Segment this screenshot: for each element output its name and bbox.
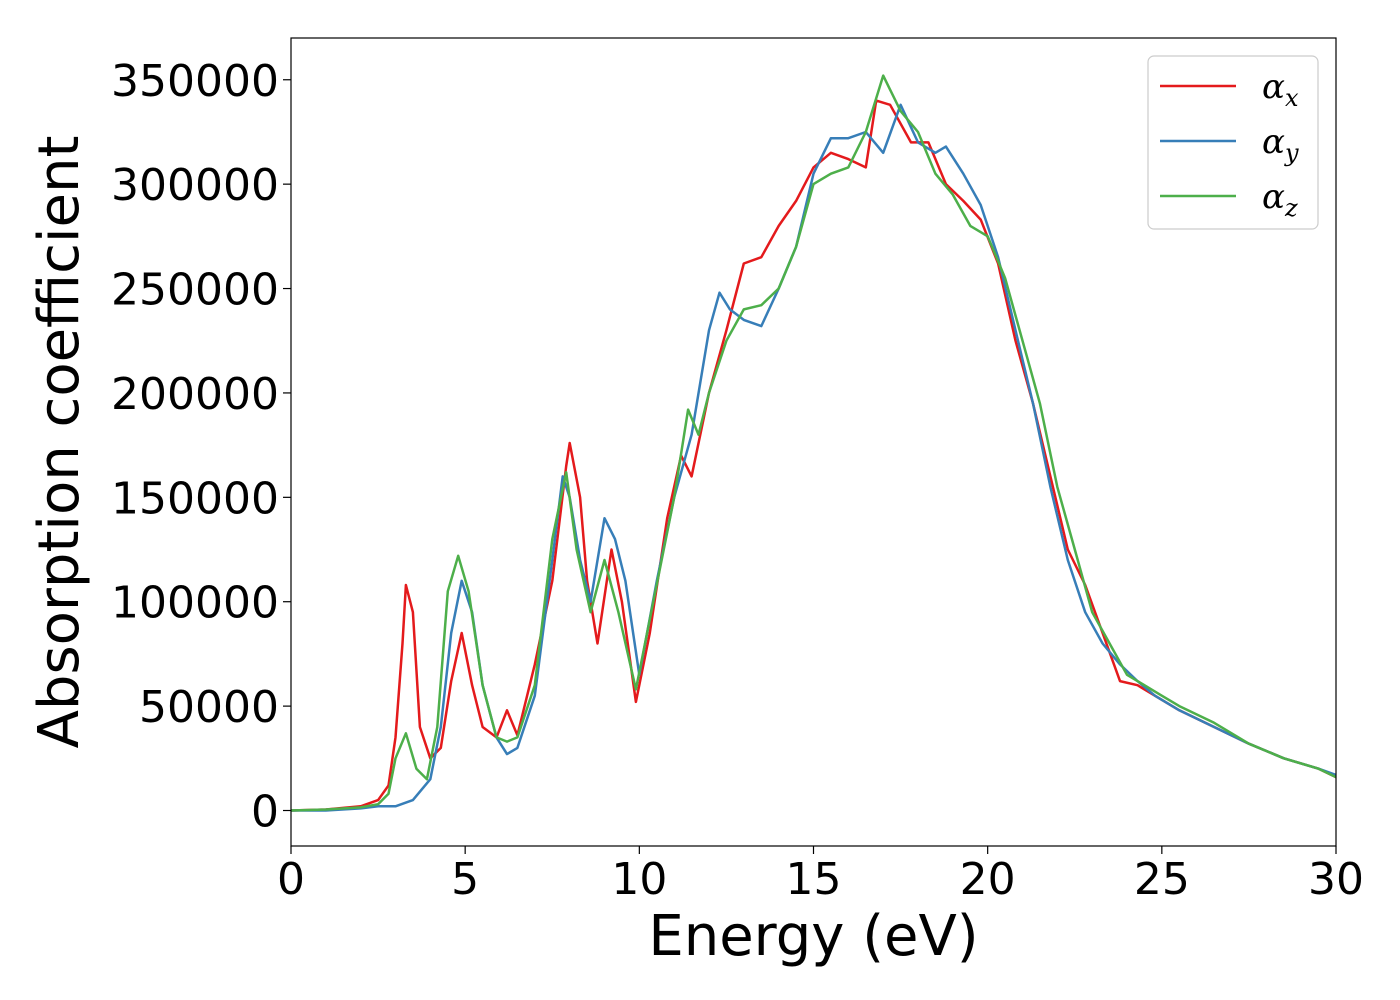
legend-label-z: αz (1262, 177, 1298, 222)
x-tick-label: 25 (1134, 854, 1190, 905)
x-tick-label: 10 (611, 854, 667, 905)
series-line-x (291, 99, 1336, 812)
x-tick-label: 20 (960, 854, 1016, 905)
x-axis-ticks: 0 5 10 15 20 25 30 (277, 846, 1364, 905)
legend-label-x: αx (1262, 67, 1299, 112)
y-tick-label: 50000 (139, 682, 279, 733)
x-tick-label: 15 (786, 854, 842, 905)
x-axis-title: Energy (eV) (648, 904, 978, 969)
x-tick-label: 0 (277, 854, 305, 905)
x-tick-label: 5 (451, 854, 479, 905)
y-tick-label: 250000 (111, 265, 279, 316)
y-tick-label: 200000 (111, 369, 279, 420)
y-tick-label: 300000 (111, 160, 279, 211)
legend-label-y: αy (1262, 122, 1299, 167)
y-tick-label: 350000 (111, 56, 279, 107)
y-tick-label: 0 (251, 787, 279, 838)
x-tick-label: 30 (1308, 854, 1364, 905)
plot-lines (291, 74, 1336, 812)
y-axis-ticks: 0 50000 100000 150000 200000 250000 300000 3500… (111, 56, 291, 838)
y-tick-label: 100000 (111, 578, 279, 629)
legend-box (1147, 55, 1319, 230)
y-axis-title: Absorption coefficient (27, 136, 92, 749)
y-tick-label: 150000 (111, 473, 279, 524)
series-line-z (291, 74, 1336, 812)
legend: αx αy αz (1147, 55, 1319, 230)
